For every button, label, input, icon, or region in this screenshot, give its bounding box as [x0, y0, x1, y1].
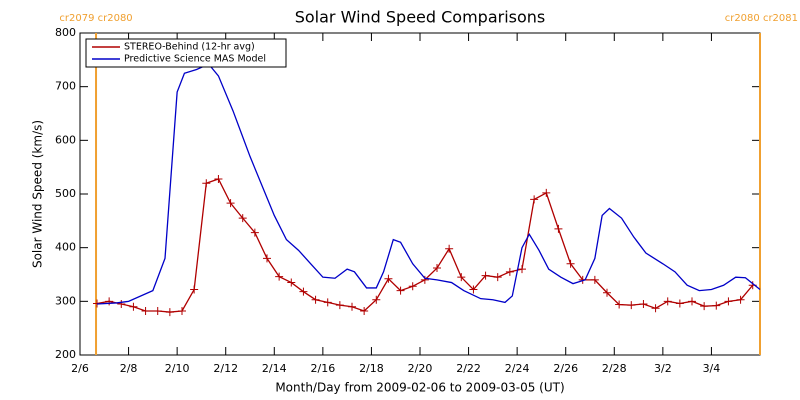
- point-marker: [129, 302, 138, 311]
- point-marker: [105, 297, 114, 306]
- point-marker: [615, 300, 624, 309]
- point-marker: [603, 288, 611, 297]
- point-marker: [445, 244, 454, 253]
- y-tick-label: 200: [55, 348, 76, 361]
- point-marker: [505, 267, 514, 276]
- point-marker: [165, 308, 174, 317]
- x-tick-label: 2/24: [505, 362, 530, 375]
- x-tick-label: 2/28: [602, 362, 627, 375]
- x-tick-label: 2/18: [359, 362, 384, 375]
- point-marker: [311, 295, 320, 304]
- legend-label: STEREO-Behind (12-hr avg): [124, 42, 255, 53]
- point-marker: [287, 278, 296, 287]
- point-marker: [457, 273, 466, 282]
- point-marker: [688, 297, 696, 306]
- point-marker: [639, 300, 648, 309]
- point-marker: [408, 282, 417, 291]
- x-tick-label: 2/20: [408, 362, 433, 375]
- point-marker: [299, 287, 308, 296]
- x-tick-label: 2/10: [165, 362, 190, 375]
- series-line: [96, 178, 754, 313]
- point-marker: [372, 295, 381, 304]
- point-marker: [153, 306, 162, 315]
- point-marker: [202, 179, 211, 188]
- point-marker: [323, 298, 332, 307]
- point-marker: [566, 259, 575, 268]
- point-marker: [348, 302, 356, 311]
- point-marker: [420, 275, 429, 284]
- y-tick-label: 800: [55, 26, 76, 39]
- x-tick-label: 2/16: [311, 362, 336, 375]
- x-axis-label: Month/Day from 2009-02-06 to 2009-03-05 …: [275, 381, 564, 395]
- point-marker: [542, 188, 551, 197]
- point-marker: [518, 265, 526, 274]
- point-marker: [700, 302, 709, 311]
- point-marker: [712, 301, 721, 310]
- point-marker: [530, 195, 539, 204]
- point-marker: [141, 306, 150, 315]
- y-axis-label: Solar Wind Speed (km/s): [31, 120, 45, 268]
- point-marker: [250, 228, 259, 237]
- point-marker: [493, 273, 502, 282]
- point-marker: [214, 174, 223, 183]
- legend-box: [85, 38, 287, 68]
- point-marker: [238, 214, 247, 223]
- point-marker: [396, 286, 405, 295]
- point-marker: [469, 285, 478, 294]
- y-tick-label: 400: [55, 241, 76, 254]
- y-tick-label: 600: [55, 133, 76, 146]
- point-marker: [384, 274, 393, 283]
- y-tick-label: 700: [55, 80, 76, 93]
- x-tick-label: 2/12: [213, 362, 238, 375]
- point-marker: [117, 300, 126, 309]
- point-marker: [554, 224, 563, 233]
- legend-label: Predictive Science MAS Model: [124, 54, 266, 65]
- point-marker: [675, 299, 684, 308]
- x-tick-label: 3/2: [654, 362, 672, 375]
- x-tick-label: 2/26: [553, 362, 578, 375]
- y-tick-label: 300: [55, 294, 76, 307]
- point-marker: [335, 301, 344, 310]
- point-marker: [736, 295, 745, 304]
- x-tick-label: 2/6: [71, 362, 89, 375]
- point-marker: [275, 272, 284, 281]
- x-tick-label: 2/8: [120, 362, 138, 375]
- point-marker: [226, 199, 235, 208]
- point-marker: [178, 306, 186, 315]
- point-marker: [627, 301, 636, 310]
- point-marker: [724, 297, 733, 306]
- point-marker: [263, 254, 271, 263]
- y-tick-label: 500: [55, 187, 76, 200]
- point-marker: [360, 306, 369, 315]
- boundary-label: cr2079 cr2080: [59, 13, 132, 24]
- x-tick-label: 2/22: [456, 362, 481, 375]
- point-marker: [190, 285, 199, 294]
- point-marker: [433, 264, 441, 273]
- x-tick-label: 3/4: [703, 362, 721, 375]
- series-line: [96, 63, 761, 305]
- point-marker: [590, 275, 599, 284]
- chart-title: Solar Wind Speed Comparisons: [295, 8, 546, 27]
- point-marker: [651, 304, 660, 313]
- boundary-label: cr2080 cr2081: [725, 13, 798, 24]
- point-marker: [481, 271, 490, 280]
- x-tick-label: 2/14: [262, 362, 287, 375]
- point-marker: [663, 297, 672, 306]
